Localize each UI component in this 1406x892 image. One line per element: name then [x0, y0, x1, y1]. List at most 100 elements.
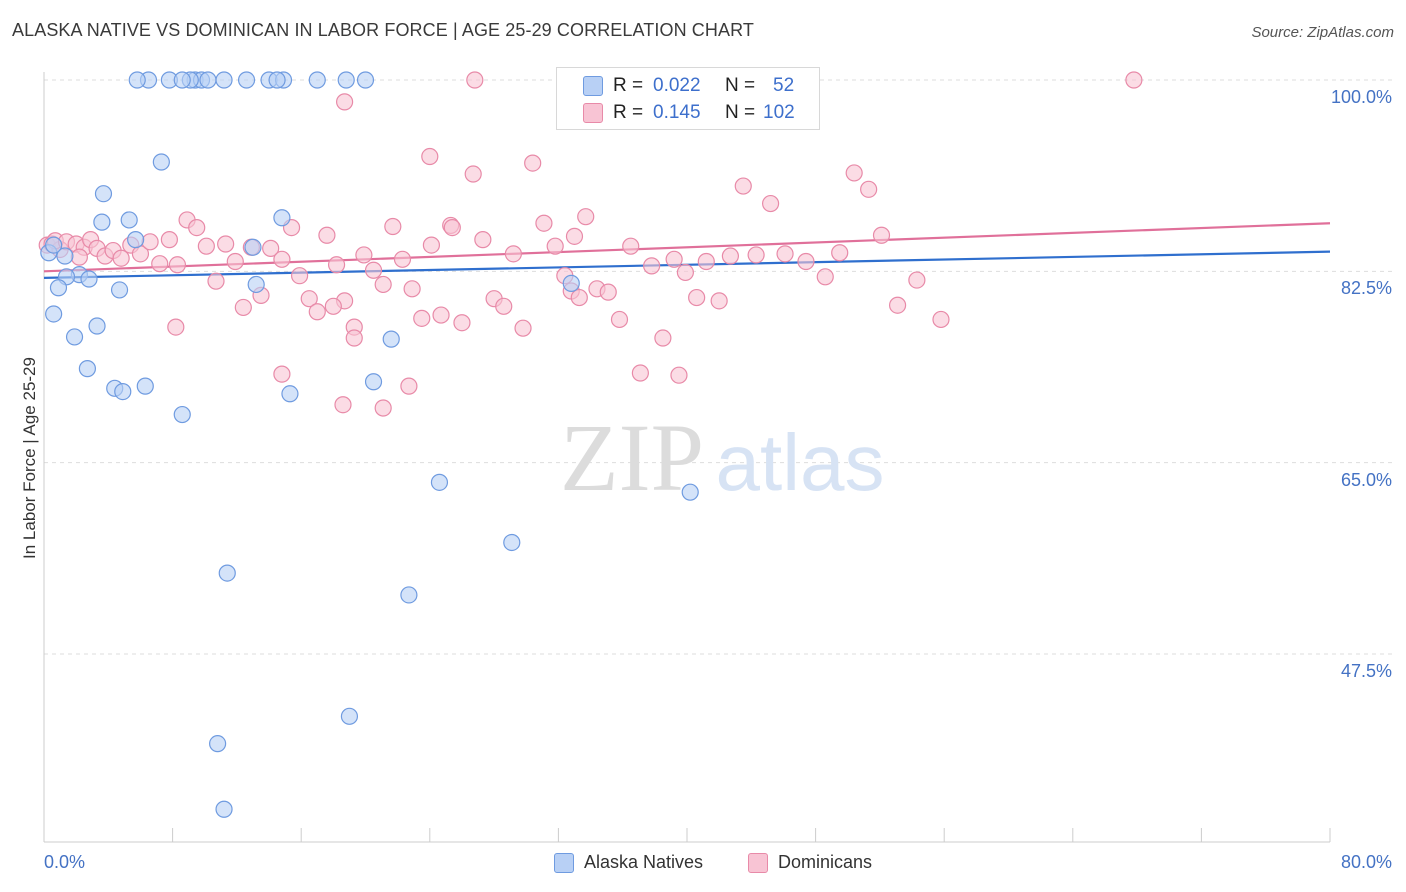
bottom-legend-alaska: Alaska Natives — [554, 852, 703, 873]
dominican-point — [860, 180, 878, 198]
dominican-point — [318, 226, 336, 244]
dominican-point — [374, 399, 392, 417]
alaska-point — [237, 71, 256, 89]
alaska-point — [364, 373, 383, 391]
x-tick-label-end: 80.0% — [1340, 852, 1392, 872]
alaska-point — [173, 405, 191, 424]
dominican-point — [577, 208, 595, 226]
dominican-point — [364, 261, 383, 279]
alaska-point — [244, 238, 262, 256]
dominican-point — [413, 309, 431, 327]
alaska-point — [152, 153, 170, 171]
dominican-point — [734, 177, 752, 195]
dominican-point — [831, 244, 849, 262]
dominican-point — [514, 319, 532, 337]
dominican-point — [290, 267, 309, 285]
dominican-point — [400, 377, 418, 395]
legend-swatch-alaska — [583, 76, 603, 96]
dominican-point — [932, 310, 950, 329]
dominican-point — [262, 239, 280, 257]
dominican-point — [384, 217, 402, 236]
dominican-point — [797, 252, 815, 271]
dominican-point — [546, 237, 564, 255]
dominican-point — [324, 297, 342, 315]
y-tick-label: 47.5% — [1340, 661, 1392, 681]
dominican-point — [70, 248, 88, 266]
dominican-point — [464, 165, 482, 183]
dominican-point — [670, 366, 688, 384]
dominican-point — [327, 256, 346, 274]
dominican-point — [188, 219, 206, 237]
alaska-point — [128, 71, 146, 89]
y-tick-label: 82.5% — [1340, 278, 1392, 299]
legend-r-value-alaska: 0.022 — [653, 75, 701, 96]
watermark-zip: ZIP — [560, 404, 704, 511]
correlation-legend: R = 0.022 N = 52 R = 0.145 N = 102 — [556, 67, 820, 130]
dominican-point — [336, 93, 354, 111]
dominican-point — [345, 329, 363, 347]
alaska-point — [215, 71, 233, 89]
dominican-point — [300, 290, 318, 308]
dominican-point — [688, 288, 706, 307]
dominican-point — [374, 275, 392, 294]
legend-n-label-dominican: N = — [725, 102, 756, 123]
dominican-point — [160, 231, 178, 249]
dominican-point — [676, 263, 694, 282]
alaska-point — [356, 71, 375, 89]
dominican-point — [535, 214, 553, 232]
alaska-point — [681, 483, 699, 501]
dominican-point — [524, 154, 542, 172]
alaska-point — [127, 231, 145, 249]
bottom-legend-swatch-dominican — [748, 852, 768, 873]
alaska-point — [114, 383, 132, 401]
dominican-point — [151, 255, 169, 273]
x-tick-label-start: 0.0% — [44, 852, 86, 872]
dominican-point — [845, 164, 863, 182]
dominican-point — [226, 252, 244, 271]
alaska-point — [308, 71, 326, 89]
alaska-point — [56, 247, 74, 265]
legend-n-label-alaska: N = — [725, 75, 756, 96]
dominican-point — [1125, 71, 1143, 89]
data-points — [38, 71, 1143, 818]
source-label: Source: ZipAtlas.com — [1251, 24, 1394, 41]
dominican-point — [474, 231, 492, 249]
dominican-point — [334, 396, 352, 414]
dominican-point — [421, 147, 439, 166]
dominican-point — [747, 246, 765, 264]
dominican-point — [610, 310, 629, 329]
dominican-point — [273, 365, 291, 383]
dominican-point — [710, 292, 728, 310]
dominican-point — [403, 280, 421, 298]
watermark-atlas: atlas — [716, 418, 885, 507]
bottom-legend-swatch-alaska — [554, 852, 574, 873]
alaska-point — [120, 211, 138, 229]
alaska-point — [218, 564, 236, 582]
dominican-point — [355, 246, 373, 264]
alaska-point — [247, 275, 265, 294]
legend-r-label-alaska: R = — [613, 75, 644, 96]
dominican-trendline — [43, 222, 1331, 273]
alaska-point — [110, 281, 129, 299]
dominican-point — [631, 364, 649, 382]
alaska-point — [45, 236, 63, 254]
dominican-point — [654, 329, 672, 347]
dominican-point — [167, 318, 185, 336]
dominican-point — [432, 306, 450, 324]
dominican-point — [872, 226, 891, 244]
dominican-point — [273, 250, 291, 268]
alaska-point — [45, 305, 63, 323]
alaska-point — [382, 330, 400, 348]
alaska-point — [80, 270, 98, 288]
alaska-point — [136, 377, 154, 395]
dominican-point — [816, 268, 834, 286]
dominican-point — [308, 303, 326, 321]
dominican-point — [504, 245, 522, 263]
legend-r-label-dominican: R = — [613, 102, 644, 123]
bottom-legend-label-alaska: Alaska Natives — [584, 852, 704, 872]
dominican-point — [112, 249, 130, 267]
alaska-point — [340, 707, 359, 725]
dominican-point — [422, 236, 441, 254]
y-tick-label: 65.0% — [1340, 469, 1392, 490]
